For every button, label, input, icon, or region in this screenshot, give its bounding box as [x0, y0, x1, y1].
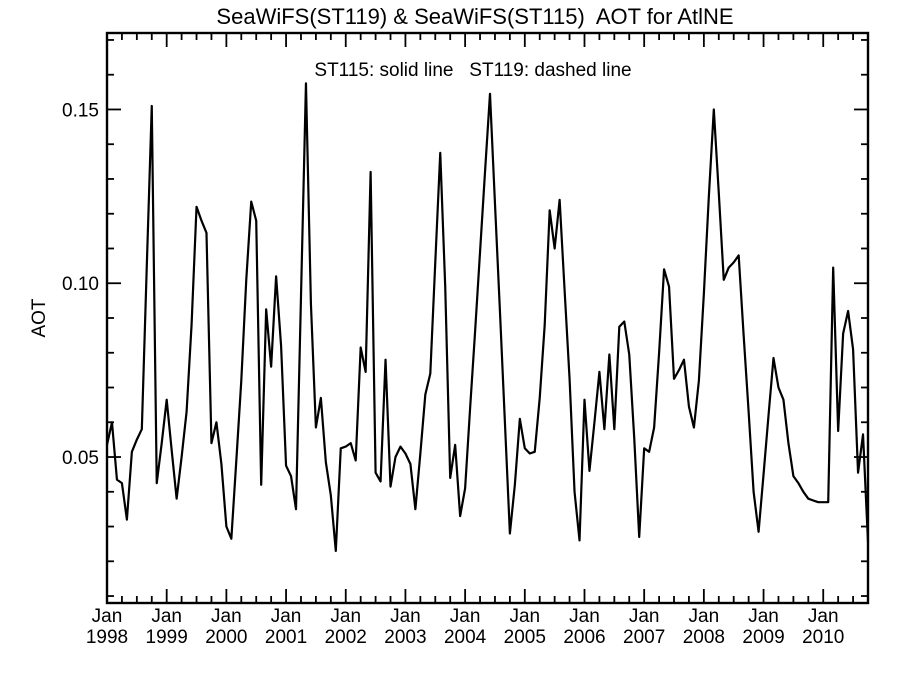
legend-note: ST115: solid line ST119: dashed line: [314, 60, 632, 81]
plot-frame: [105, 31, 870, 605]
x-tick-label-month: Jan: [629, 606, 660, 627]
x-tick-label-year: 2008: [683, 627, 725, 648]
y-tick-label: 0.10: [62, 274, 99, 295]
y-axis-label: AOT: [29, 298, 50, 338]
x-tick-label-month: Jan: [390, 606, 421, 627]
x-tick-label-year: 2005: [504, 627, 546, 648]
x-tick-label-year: 1999: [146, 627, 188, 648]
x-tick-label-month: Jan: [509, 606, 540, 627]
aot-line: [105, 82, 870, 553]
x-tick-label-year: 2003: [384, 627, 426, 648]
x-tick-label-month: Jan: [211, 606, 242, 627]
x-tick-labels: Jan1998Jan1999Jan2000Jan2001Jan2002Jan20…: [86, 606, 845, 648]
y-tick-labels: 0.05 0.10 0.15: [62, 100, 99, 469]
x-tick-label-year: 2009: [742, 627, 784, 648]
x-tick-label-month: Jan: [808, 606, 839, 627]
x-tick-label-year: 2002: [325, 627, 367, 648]
x-tick-label-year: 2010: [802, 627, 844, 648]
x-tick-label-month: Jan: [271, 606, 302, 627]
x-tick-label-year: 1998: [86, 627, 128, 648]
x-tick-label-month: Jan: [569, 606, 600, 627]
x-tick-label-year: 2000: [205, 627, 247, 648]
y-tick-label: 0.05: [62, 448, 99, 469]
y-tick-label: 0.15: [62, 100, 99, 121]
x-tick-label-month: Jan: [450, 606, 481, 627]
x-tick-label-year: 2006: [563, 627, 605, 648]
x-tick-label-year: 2001: [265, 627, 307, 648]
x-tick-label-month: Jan: [689, 606, 720, 627]
x-tick-label-year: 2004: [444, 627, 487, 648]
x-tick-label-month: Jan: [151, 606, 182, 627]
x-tick-label-month: Jan: [92, 606, 123, 627]
chart-title: SeaWiFS(ST119) & SeaWiFS(ST115) AOT for …: [216, 4, 734, 29]
x-tick-label-month: Jan: [330, 606, 361, 627]
x-tick-label-month: Jan: [748, 606, 779, 627]
x-tick-label-year: 2007: [623, 627, 665, 648]
